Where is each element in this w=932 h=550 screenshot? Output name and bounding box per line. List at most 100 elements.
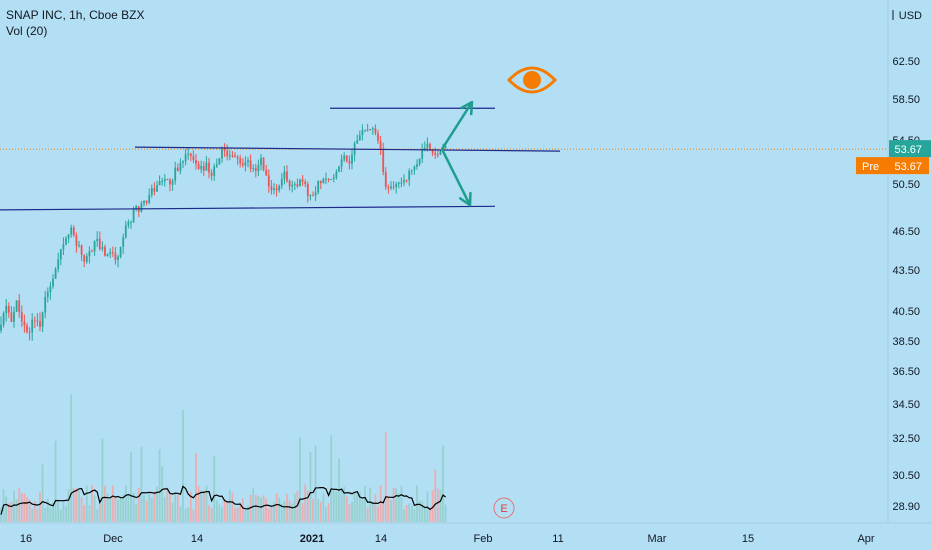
volume-bar <box>54 440 57 522</box>
drawings[interactable]: E <box>0 66 888 519</box>
up-arrow[interactable] <box>440 101 474 150</box>
mid-trendline[interactable] <box>134 146 561 152</box>
volume-bar <box>364 486 366 522</box>
price-axis[interactable] <box>888 0 932 550</box>
candle-body <box>171 180 174 185</box>
price-tick-label: 32.50 <box>892 433 920 445</box>
volume-bar <box>236 507 239 522</box>
volume-bar <box>306 490 309 522</box>
volume-legend[interactable]: Vol (20) <box>6 24 48 38</box>
volume-bar <box>187 507 190 522</box>
volume-bar <box>353 492 356 522</box>
candle-body <box>400 182 403 184</box>
support-trendline[interactable] <box>0 205 496 211</box>
earnings-marker[interactable]: E <box>493 497 515 519</box>
volume-bar <box>377 506 379 522</box>
candle-body <box>397 183 400 185</box>
candle-body <box>423 147 426 150</box>
candle-body <box>28 331 31 333</box>
volume-bar <box>223 499 226 522</box>
volume-bar <box>15 499 18 522</box>
candle-body <box>192 156 195 161</box>
candle-body <box>5 305 8 313</box>
candle-body <box>135 206 138 209</box>
premarket-badge[interactable] <box>856 157 929 175</box>
candle-body <box>202 166 205 171</box>
volume-bar <box>304 484 307 522</box>
candle-body <box>436 154 439 156</box>
volume-bar <box>44 507 47 522</box>
volume-bar <box>62 501 65 522</box>
volume-ma-line <box>0 485 446 515</box>
eye-outline <box>506 66 558 94</box>
earnings-circle <box>493 497 515 519</box>
candle-body <box>39 321 41 327</box>
volume-bar <box>262 495 265 522</box>
candle-body <box>184 154 187 162</box>
candle-body <box>426 143 429 148</box>
candle-body <box>374 128 377 134</box>
candle-body <box>382 148 385 173</box>
symbol-legend[interactable]: SNAP INC, 1h, Cboe BZX <box>6 8 145 22</box>
candle-body <box>70 227 73 235</box>
candle-body <box>195 160 197 164</box>
volume-bar <box>78 490 80 522</box>
candle-body <box>176 167 179 171</box>
volume-bar <box>18 487 21 522</box>
volume-bar <box>371 501 374 522</box>
volume-bar <box>358 491 361 522</box>
candle-body <box>358 135 361 141</box>
candle-body <box>117 256 119 260</box>
volume-bar <box>442 445 444 522</box>
candle-body <box>364 129 366 131</box>
volume-bar <box>228 489 231 522</box>
candle-body <box>288 180 291 187</box>
last-price-badge[interactable] <box>889 140 931 158</box>
volume-bar <box>317 499 320 522</box>
candle-body <box>80 245 83 255</box>
volume-bar <box>192 509 195 522</box>
volume-bar <box>109 498 112 522</box>
candle-body <box>371 128 374 130</box>
candle-body <box>273 188 275 190</box>
volume-bar <box>158 449 161 522</box>
time-axis[interactable] <box>0 523 932 550</box>
candle-body <box>119 246 122 257</box>
candle-body <box>197 163 200 170</box>
candle-body <box>189 153 192 157</box>
candle-body <box>150 187 153 196</box>
volume-bar <box>249 494 252 522</box>
volume-bar <box>148 492 151 522</box>
price-tick-label: 46.50 <box>892 226 920 238</box>
volume-bar <box>351 501 353 522</box>
down-arrow-head <box>458 192 472 207</box>
candle-body <box>223 148 226 151</box>
price-tick-label: 38.50 <box>892 336 920 348</box>
volume-bar <box>36 509 39 522</box>
volume-bar <box>421 501 424 522</box>
candle-body <box>299 179 301 187</box>
candle-body <box>182 161 184 163</box>
candle-body <box>213 166 216 176</box>
volume-bar <box>83 505 86 522</box>
eye-icon[interactable] <box>506 66 558 94</box>
volume-bar <box>163 497 166 522</box>
volume-bar <box>423 507 426 522</box>
volume-bar <box>13 490 15 522</box>
candle-body <box>23 321 26 326</box>
candle-body <box>247 160 249 163</box>
candle-body <box>104 247 106 256</box>
volume-bar <box>397 493 400 522</box>
volume-bar <box>106 493 109 522</box>
candle-body <box>228 155 231 157</box>
down-arrow[interactable] <box>440 148 472 206</box>
candle-body <box>262 157 265 170</box>
candle-body <box>369 128 372 131</box>
volume-bar <box>80 497 83 522</box>
candle-body <box>96 238 99 242</box>
volume-bar <box>369 487 372 522</box>
candle-body <box>444 146 447 148</box>
candle-body <box>338 166 340 172</box>
